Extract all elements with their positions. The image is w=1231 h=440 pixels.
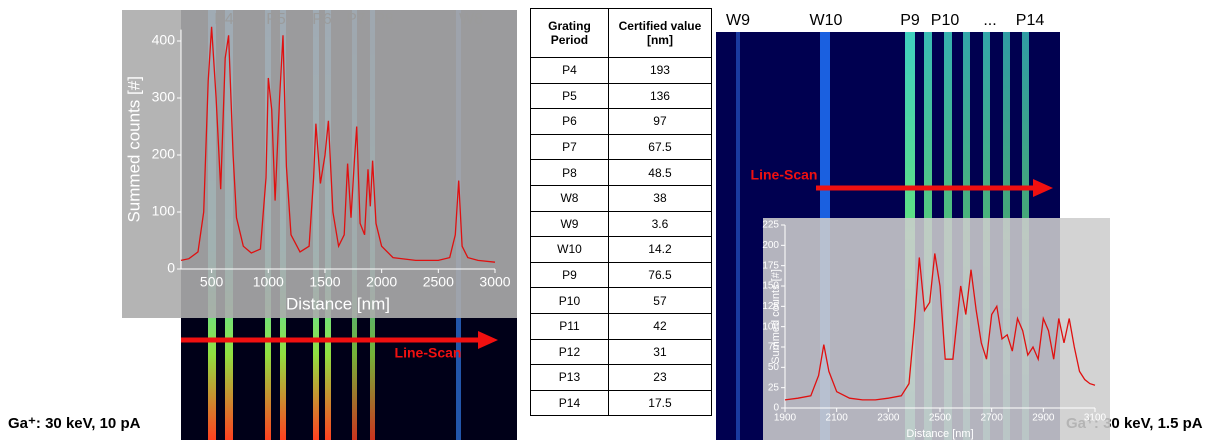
header-cell: Certified value [nm] (607, 8, 713, 58)
table-cell: 136 (607, 82, 713, 110)
table-cell: P5 (530, 82, 609, 110)
table-row: P4 193 (530, 57, 713, 84)
table-cell: 76.5 (607, 261, 713, 289)
table-cell: 57 (607, 287, 713, 314)
table-cell: 42 (607, 312, 713, 340)
peak-label: P9 (900, 12, 920, 29)
x-tick-label: 2300 (877, 413, 900, 424)
table-cell: P7 (530, 133, 609, 161)
scan-arrows (181, 179, 1053, 349)
x-axis-label: Distance [nm] (286, 294, 390, 313)
x-axis-label: Distance [nm] (906, 428, 973, 440)
peak-label: W10 (810, 12, 843, 29)
certified-table: Grating Period Certified value [nm] P4 19… (530, 8, 713, 417)
y-axis-label: Summed counts [#] (770, 269, 782, 364)
table-row: W9 3.6 (530, 210, 713, 238)
x-tick-label: 2900 (1032, 413, 1055, 424)
table-row: W8 38 (530, 184, 713, 212)
table-cell: P6 (530, 108, 609, 135)
table-row: P6 97 (530, 108, 713, 135)
table-cell: 48.5 (607, 159, 713, 186)
x-tick-label: 500 (200, 274, 224, 290)
x-tick-label: 2000 (366, 274, 397, 290)
scan-label: Line-Scan (751, 167, 818, 183)
x-tick-label: 3000 (479, 274, 510, 290)
x-tick-label: 2100 (826, 413, 849, 424)
table-cell: P11 (530, 312, 609, 340)
y-tick-label: 50 (768, 362, 780, 373)
table-cell: 97 (607, 108, 713, 135)
table-row: P10 57 (530, 287, 713, 314)
table-cell: 14.2 (607, 236, 713, 263)
y-tick-label: 150 (762, 281, 779, 292)
y-tick-label: 200 (762, 240, 779, 251)
x-tick-label: 1900 (774, 413, 797, 424)
table-cell: P14 (530, 389, 609, 417)
y-tick-label: 100 (152, 203, 176, 219)
table-cell: 23 (607, 364, 713, 391)
y-tick-label: 0 (167, 260, 175, 276)
data-line (784, 253, 1096, 401)
y-tick-label: 75 (768, 342, 780, 353)
x-tick-label: 1000 (253, 274, 284, 290)
scan-label: Line-Scan (395, 345, 462, 361)
peak-label: W9 (726, 12, 750, 29)
table-cell: W9 (530, 210, 609, 238)
table-cell: P12 (530, 338, 609, 366)
table-cell: 38 (607, 184, 713, 212)
peak-label: P10 (931, 12, 960, 29)
table-cell: P9 (530, 261, 609, 289)
header-cell: Grating Period (530, 8, 609, 58)
table-row: P7 67.5 (530, 133, 713, 161)
table-cell: W10 (530, 236, 609, 263)
data-line (180, 26, 496, 263)
y-tick-label: 125 (762, 301, 779, 312)
table-cell: P4 (530, 57, 609, 84)
table-row: W10 14.2 (530, 236, 713, 263)
table-row: P8 48.5 (530, 159, 713, 186)
inset-background (763, 218, 1110, 440)
table-row: P12 31 (530, 338, 713, 366)
table-row: P14 17.5 (530, 389, 713, 417)
x-tick-label: 2500 (929, 413, 952, 424)
y-tick-label: 200 (152, 146, 176, 162)
y-tick-label: 175 (762, 260, 779, 271)
x-tick-label: 3100 (1084, 413, 1107, 424)
y-tick-label: 0 (773, 403, 779, 414)
y-tick-label: 100 (762, 321, 779, 332)
table-cell: P13 (530, 364, 609, 391)
y-tick-label: 300 (152, 89, 176, 105)
peak-label: P14 (1016, 12, 1045, 29)
table-row: P13 23 (530, 364, 713, 391)
table-cell: 193 (607, 57, 713, 84)
table-cell: 17.5 (607, 389, 713, 417)
x-tick-label: 2500 (423, 274, 454, 290)
y-tick-label: 400 (152, 32, 176, 48)
table-cell: P8 (530, 159, 609, 186)
table-cell: P10 (530, 287, 609, 314)
x-tick-label: 2700 (981, 413, 1004, 424)
table-cell: 67.5 (607, 133, 713, 161)
table-row: P11 42 (530, 312, 713, 340)
y-tick-label: 225 (762, 220, 779, 231)
table-row: P5 136 (530, 82, 713, 110)
table-header: Grating Period Certified value [nm] (530, 8, 713, 58)
condition-label: Ga⁺: 30 keV, 10 pA (8, 415, 141, 432)
table-cell: W8 (530, 184, 609, 212)
y-axis-label: Summed counts [#] (124, 76, 143, 222)
table-cell: 31 (607, 338, 713, 366)
peak-label: ... (983, 12, 996, 29)
y-tick-label: 25 (768, 382, 780, 393)
x-tick-label: 1500 (309, 274, 340, 290)
table-cell: 3.6 (607, 210, 713, 238)
table-row: P9 76.5 (530, 261, 713, 289)
